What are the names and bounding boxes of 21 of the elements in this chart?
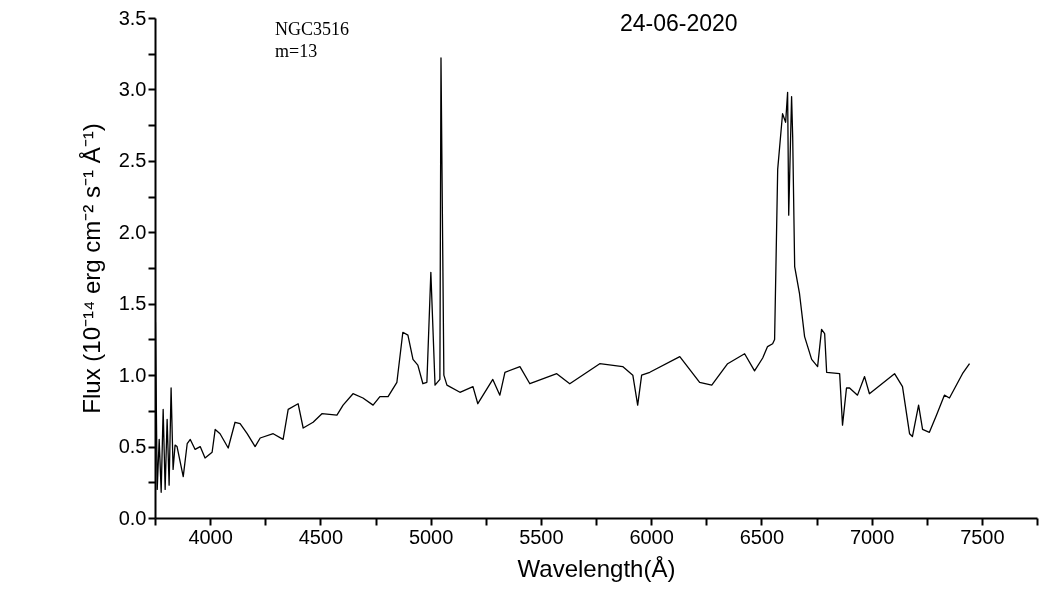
- annotation: NGC3516: [275, 19, 350, 39]
- x-tick-label: 4000: [188, 525, 233, 548]
- y-tick-label: 1.5: [118, 292, 147, 315]
- y-tick-label: 2.0: [118, 220, 147, 243]
- x-tick-label: 7500: [960, 525, 1005, 548]
- y-tick-label: 1.0: [118, 363, 147, 386]
- x-axis-title: Wavelength(Å): [517, 554, 676, 582]
- y-tick-label: 3.5: [118, 6, 147, 29]
- x-tick-label: 5500: [519, 525, 564, 548]
- chart-title: 24-06-2020: [620, 10, 738, 36]
- y-tick-label: 3.0: [118, 77, 147, 100]
- y-tick-label: 0.0: [118, 506, 147, 529]
- x-tick-label: 7000: [849, 525, 895, 548]
- x-tick-label: 5000: [408, 525, 454, 548]
- y-tick-label: 0.5: [118, 435, 147, 458]
- y-tick-label: 2.5: [118, 149, 147, 172]
- x-tick-label: 4500: [298, 525, 344, 548]
- y-axis-title: Flux (10⁻¹⁴ erg cm⁻² s⁻¹ Å⁻¹): [77, 123, 105, 414]
- annotation: m=13: [275, 41, 318, 61]
- x-tick-label: 6000: [629, 525, 674, 548]
- x-tick-label: 6500: [739, 525, 785, 548]
